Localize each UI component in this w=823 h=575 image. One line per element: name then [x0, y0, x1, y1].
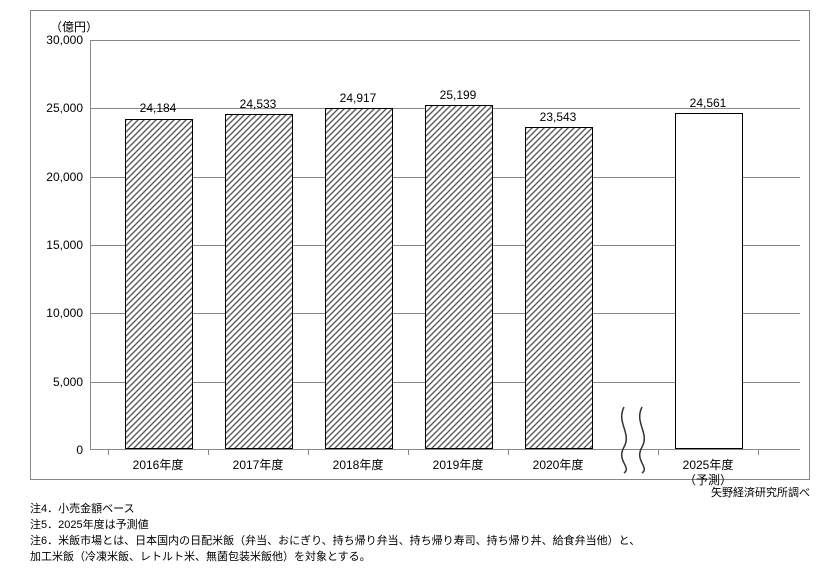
x-tick-label: 2018年度 — [308, 456, 408, 473]
x-tick-label: （予測） — [658, 471, 758, 488]
bar — [525, 127, 593, 449]
bar-value-label: 25,199 — [418, 88, 498, 102]
footnote: 注4．小売金額ベース — [30, 500, 135, 516]
y-tick-label: 30,000 — [35, 33, 83, 47]
axis-break-icon — [614, 405, 654, 478]
x-tick-label: 2016年度 — [108, 456, 208, 473]
y-tick-label: 10,000 — [35, 306, 83, 320]
bar-value-label: 24,533 — [218, 97, 298, 111]
bar — [675, 113, 743, 449]
bar — [225, 114, 293, 449]
chart-container: （億円） 矢野経済研究所調べ 05,00010,00015,00020,0002… — [0, 0, 823, 575]
footnote: 注6．米飯市場とは、日本国内の日配米飯（弁当、おにぎり、持ち帰り弁当、持ち帰り寿… — [30, 532, 640, 548]
y-tick-label: 0 — [35, 443, 83, 457]
x-tick — [208, 450, 209, 455]
footnote: 注5．2025年度は予測値 — [30, 516, 149, 532]
bar — [425, 105, 493, 449]
x-tick — [658, 450, 659, 455]
footnote: 加工米飯（冷凍米飯、レトルト米、無菌包装米飯他）を対象とする。 — [30, 548, 371, 564]
y-tick-label: 25,000 — [35, 101, 83, 115]
bar-value-label: 23,543 — [518, 110, 598, 124]
gridline — [91, 40, 800, 41]
bar-value-label: 24,917 — [318, 91, 398, 105]
x-tick — [308, 450, 309, 455]
bar — [325, 108, 393, 449]
bar-value-label: 24,184 — [118, 101, 198, 115]
x-tick-label: 2019年度 — [408, 456, 508, 473]
x-tick — [508, 450, 509, 455]
y-tick-label: 5,000 — [35, 375, 83, 389]
bar — [125, 119, 193, 450]
x-tick-label: 2017年度 — [208, 456, 308, 473]
bar-value-label: 24,561 — [668, 96, 748, 110]
x-tick-label: 2020年度 — [508, 456, 608, 473]
x-tick — [758, 450, 759, 455]
x-tick — [108, 450, 109, 455]
y-tick-label: 15,000 — [35, 238, 83, 252]
y-tick-label: 20,000 — [35, 170, 83, 184]
x-tick — [408, 450, 409, 455]
